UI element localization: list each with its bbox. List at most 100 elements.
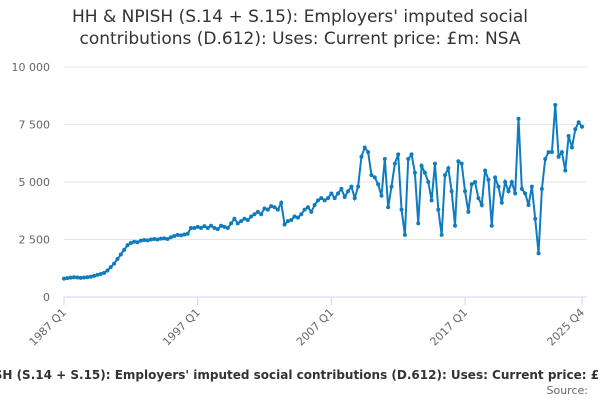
data-point [419,163,424,168]
data-point [138,238,143,243]
data-point [483,168,488,173]
data-point [456,159,461,164]
data-point [412,170,417,175]
source: Source: [547,384,589,397]
data-point [225,226,230,230]
data-point [162,236,167,241]
data-point [513,191,518,196]
data-point [519,186,524,191]
data-point [152,237,157,242]
data-point [105,268,110,273]
data-point [245,217,250,222]
data-point [429,198,434,203]
data-point [356,184,361,189]
data-point [409,152,414,157]
data-point [399,207,404,212]
data-point [473,180,478,184]
data-point [319,196,324,201]
data-point [72,275,77,280]
data-point [252,212,257,217]
data-point [376,182,381,187]
data-point [382,157,387,161]
data-point [275,207,280,212]
data-point [436,207,441,212]
x-tick-label: 2007 Q1 [294,306,337,349]
data-point [416,221,421,226]
data-point [503,180,508,184]
data-point [95,272,100,277]
data-point [118,252,123,257]
data-point [406,157,411,161]
data-point [108,265,113,270]
data-point [282,222,287,227]
data-point [168,235,173,240]
data-point [516,116,521,121]
data-point [372,175,377,180]
data-point [523,191,528,196]
data-point [332,196,337,201]
data-point [489,223,494,228]
data-point [289,217,294,222]
data-point [422,170,427,175]
data-point [122,247,127,252]
data-point [265,207,270,212]
data-point [272,205,277,210]
data-point [529,184,534,189]
y-tick-label: 7 500 [19,119,51,132]
data-point [539,186,544,191]
data-point [155,237,160,242]
data-point [285,219,290,224]
data-point [569,145,574,150]
data-point [188,226,193,230]
data-point [322,198,327,203]
data-point [132,239,137,244]
data-point [199,226,204,230]
data-point [466,209,471,214]
data-point [336,191,341,196]
data-point [426,180,431,184]
data-point [449,189,454,194]
data-point [212,226,217,230]
x-tick-label: 2025 Q4 [545,306,588,349]
data-point [506,189,511,194]
data-point [496,184,501,189]
data-point [446,166,451,171]
data-point [366,150,371,155]
data-point [68,275,73,280]
data-point [135,240,140,245]
data-point [556,154,561,159]
data-point [302,207,307,212]
data-point [215,227,220,232]
x-tick-label: 1997 Q1 [160,306,203,349]
data-point [165,237,170,242]
data-point [125,243,130,248]
data-point [389,184,394,189]
data-point [563,168,568,173]
data-point [305,205,310,210]
data-point [329,191,334,196]
data-point [255,209,260,214]
data-point [553,102,558,107]
data-point [486,177,491,182]
data-point [326,196,331,201]
data-point [292,214,297,219]
data-point [463,189,468,194]
data-point [249,214,254,219]
data-point [315,198,320,203]
data-point [349,184,354,189]
data-point [202,224,207,229]
chart-title: HH & NPISH (S.14 + S.15): Employers' imp… [72,7,528,49]
data-point [509,180,514,184]
data-point [175,232,180,237]
data-point [172,234,177,239]
data-point [75,275,80,280]
data-point [442,173,447,178]
data-point [342,194,347,199]
data-point [379,193,384,198]
data-point [158,236,163,241]
data-point [346,189,351,194]
data-point [453,223,458,228]
data-point [82,275,87,280]
